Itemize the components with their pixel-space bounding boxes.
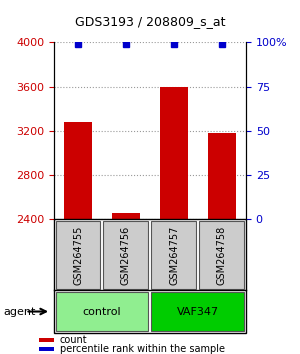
Text: GDS3193 / 208809_s_at: GDS3193 / 208809_s_at: [75, 15, 225, 28]
Text: GSM264756: GSM264756: [121, 225, 131, 285]
Bar: [112, 213, 140, 219]
Text: control: control: [83, 307, 121, 316]
Text: GSM264755: GSM264755: [73, 225, 83, 285]
Text: GSM264758: GSM264758: [217, 225, 227, 285]
Bar: [64, 122, 92, 219]
Text: count: count: [60, 335, 88, 345]
Text: agent: agent: [3, 307, 35, 316]
Bar: [160, 87, 188, 219]
Bar: [208, 133, 236, 219]
Text: GSM264757: GSM264757: [169, 225, 179, 285]
Text: percentile rank within the sample: percentile rank within the sample: [60, 344, 225, 354]
Text: VAF347: VAF347: [177, 307, 219, 316]
